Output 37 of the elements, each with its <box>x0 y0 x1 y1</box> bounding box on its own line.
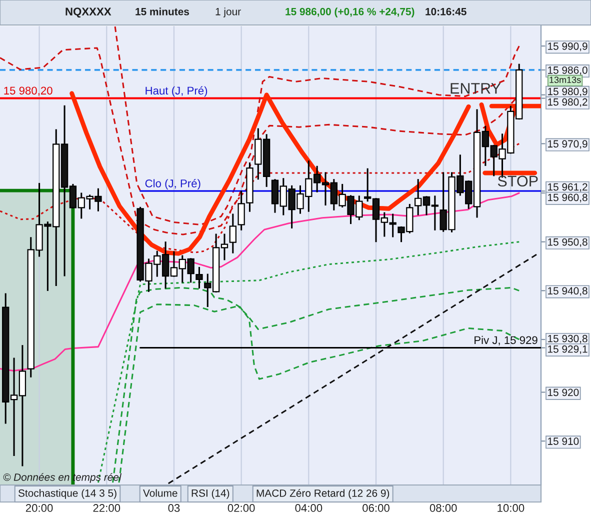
x-tick-label: 04:00 <box>295 504 322 512</box>
y-tick-label: 15 990,9 <box>548 42 588 52</box>
annotation: Haut (J, Pré) <box>146 86 208 97</box>
y-tick-label: 15 980,9 <box>548 88 588 96</box>
x-tick-label: 02:00 <box>228 504 255 512</box>
y-tick-label: 15 970,9 <box>548 140 588 149</box>
x-tick-label: 06:00 <box>362 504 390 512</box>
annotation: Piv J, 15 929 <box>474 336 538 346</box>
annotation: STOP <box>498 176 538 187</box>
x-tick-label: 22:00 <box>93 504 120 512</box>
text: 1 jour <box>216 8 241 18</box>
y-tick-label: 15 960,8 <box>548 194 588 202</box>
y-tick-label: 15 986,0 <box>548 66 588 76</box>
text: Stochastique (14 3 5) <box>18 489 116 499</box>
text: 13m13s <box>550 76 581 84</box>
annotation: 15 980,20 <box>4 86 52 96</box>
x-tick-label: 03 <box>168 504 180 512</box>
annotation: ENTRY <box>450 83 501 94</box>
text: RSI (14) <box>192 489 230 499</box>
y-tick-label: 15 980,2 <box>548 98 588 107</box>
x-tick-label: 08:00 <box>430 504 457 512</box>
y-tick-label: 15 961,2 <box>548 183 588 192</box>
text: 15 minutes <box>136 8 189 16</box>
annotation: Clo (J, Pré) <box>145 179 200 190</box>
y-tick-label: 15 910 <box>548 438 579 445</box>
y-tick-label: 15 940,8 <box>548 287 588 296</box>
text: 10:16:45 <box>426 8 466 16</box>
chart-title: NQXXXX <box>66 8 112 18</box>
y-tick-label: 15 930,8 <box>548 334 588 344</box>
x-tick-label: 10:00 <box>498 504 524 512</box>
x-tick-label: 20:00 <box>26 504 53 512</box>
y-tick-label: 15 929,1 <box>548 345 588 354</box>
text: MACD Zéro Retard (12 26 9) <box>256 489 390 499</box>
y-tick-label: 15 950,8 <box>548 238 588 247</box>
y-tick-label: 15 920 <box>548 388 579 396</box>
text: Volume <box>143 489 178 497</box>
text: 15 986,00 (+0,16 % +24,75) <box>286 8 414 18</box>
